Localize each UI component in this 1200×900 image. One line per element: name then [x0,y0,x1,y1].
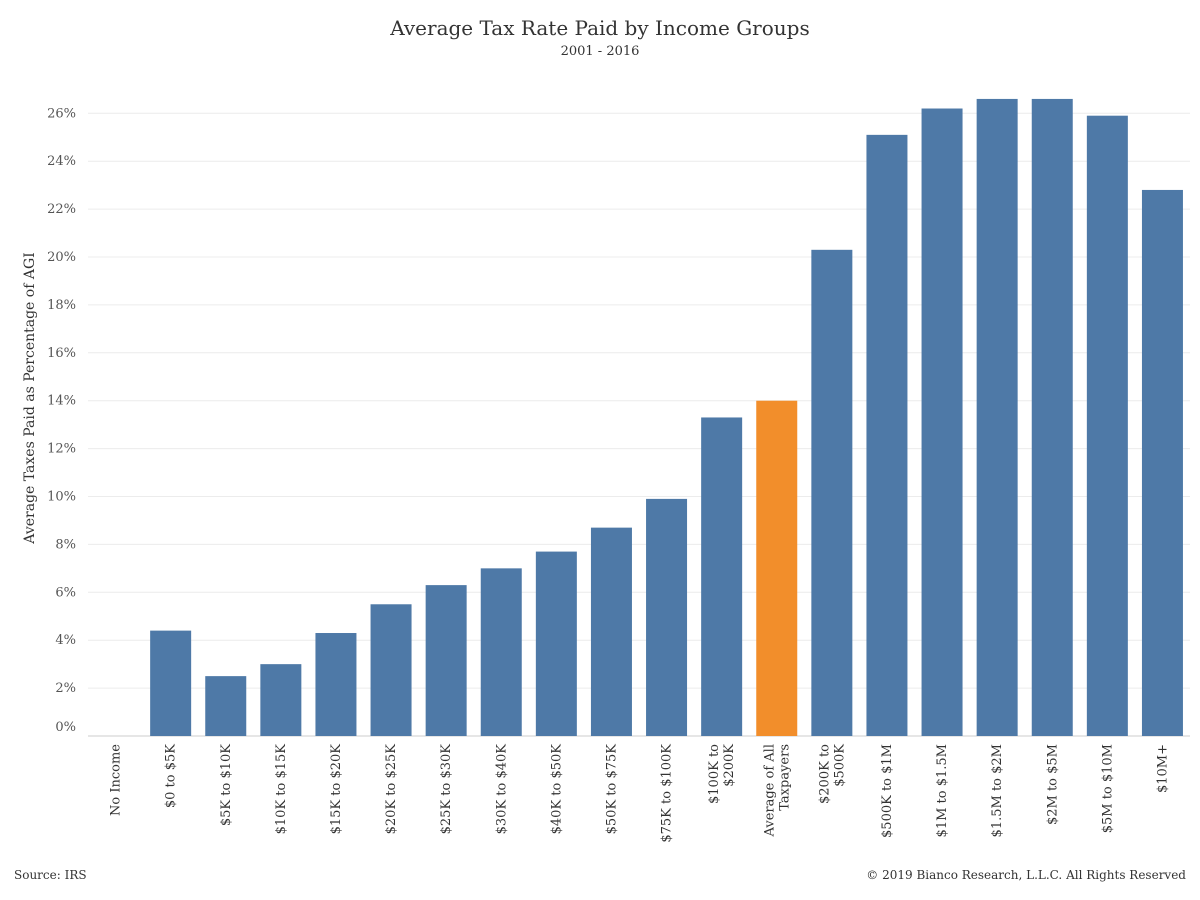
bar [811,249,853,736]
bar [150,630,192,736]
x-category-label: $0 to $5K [164,744,179,808]
bar [1031,98,1073,737]
bar [921,108,963,736]
y-axis-label: Average Taxes Paid as Percentage of AGI [22,252,38,544]
bar [866,134,908,737]
y-tick-label: 10% [47,490,76,505]
gridlines [88,112,1190,737]
x-category-label: $10M+ [1155,744,1170,793]
bars [150,98,1183,737]
x-category-label: $10K to $15K [274,744,289,835]
bar [260,664,302,736]
y-tick-label: 2% [55,681,76,696]
x-category-label: $500K to $1M [880,744,895,838]
bar [701,417,743,736]
bar [1086,115,1128,736]
y-tick-label: 6% [55,585,76,600]
bar [756,400,798,736]
bar [1141,189,1183,736]
y-tick-label: 4% [55,633,76,648]
x-category-label: $100K to$200K [707,744,737,804]
x-category-label: $75K to $100K [660,744,675,843]
x-category-label: No Income [109,744,124,816]
x-category-label: $200K to$500K [817,744,847,804]
bar [205,676,247,736]
x-category-label: $40K to $50K [549,744,564,835]
x-category-label: $25K to $30K [439,744,454,835]
x-axis-categories: No Income $0 to $5K $5K to $10K $10K to $15… [109,744,1171,843]
x-category-label: $5M to $10M [1100,744,1115,833]
y-tick-label: 12% [47,442,76,457]
y-tick-label: 22% [47,202,76,217]
bar [425,585,467,736]
bar [480,568,522,736]
x-category-label: $50K to $75K [604,744,619,835]
y-tick-label: 0% [55,720,76,735]
chart-title: Average Tax Rate Paid by Income Groups [390,16,810,40]
x-category-label: $5K to $10K [219,744,234,826]
x-category-label: $1.5M to $2M [990,744,1005,837]
y-tick-label: 20% [47,250,76,265]
bar [370,604,412,736]
source-note: Source: IRS [14,868,87,882]
y-axis-ticks: 0% 2% 4% 6% 8% 10% 12% 14% 16% 18% 20% 22% 24% 26% [47,106,76,735]
bar [535,551,577,736]
x-category-label: Average of AllTaxpayers [762,744,792,838]
y-tick-label: 18% [47,298,76,313]
x-category-label: $1M to $1.5M [935,744,950,837]
y-tick-label: 8% [55,537,76,552]
copyright-note: © 2019 Bianco Research, L.L.C. All Right… [866,868,1186,882]
chart-subtitle: 2001 - 2016 [560,44,640,59]
x-category-label: $15K to $20K [329,744,344,835]
y-tick-label: 16% [47,346,76,361]
y-tick-label: 14% [47,394,76,409]
bar [646,498,688,736]
x-category-label: $30K to $40K [494,744,509,835]
x-category-label: $20K to $25K [384,744,399,835]
bar [315,633,357,736]
y-tick-label: 26% [47,106,76,121]
bar [976,98,1018,737]
x-category-label: $2M to $5M [1045,744,1060,825]
y-tick-label: 24% [47,154,76,169]
bar [590,527,632,736]
